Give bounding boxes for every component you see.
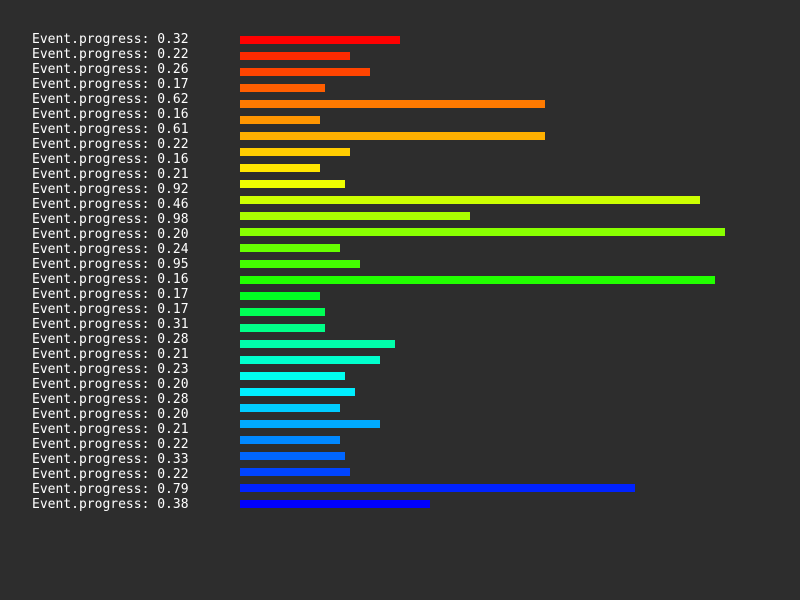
bar [240, 404, 340, 412]
bar [240, 132, 545, 140]
bar [240, 164, 320, 172]
bar [240, 196, 700, 204]
bar-label: Event.progress: 0.98 [32, 212, 189, 227]
bar [240, 436, 340, 444]
bar-label: Event.progress: 0.20 [32, 407, 189, 422]
bar-label: Event.progress: 0.26 [32, 62, 189, 77]
bar [240, 68, 370, 76]
bar [240, 276, 715, 284]
label-column: Event.progress: 0.32 Event.progress: 0.22… [32, 32, 232, 512]
bar-label: Event.progress: 0.92 [32, 182, 189, 197]
bar [240, 356, 380, 364]
bar-label: Event.progress: 0.38 [32, 497, 189, 512]
bar [240, 468, 350, 476]
bar-label: Event.progress: 0.20 [32, 227, 189, 242]
bar-label: Event.progress: 0.22 [32, 137, 189, 152]
bar-label: Event.progress: 0.16 [32, 107, 189, 122]
bar [240, 484, 635, 492]
bar-label: Event.progress: 0.79 [32, 482, 189, 497]
bar-label: Event.progress: 0.20 [32, 377, 189, 392]
bar-label: Event.progress: 0.32 [32, 32, 189, 47]
bar-label: Event.progress: 0.17 [32, 287, 189, 302]
bar-label: Event.progress: 0.22 [32, 467, 189, 482]
bar-label: Event.progress: 0.61 [32, 122, 189, 137]
bar-label: Event.progress: 0.95 [32, 257, 189, 272]
bar [240, 180, 345, 188]
bar [240, 100, 545, 108]
bar-label: Event.progress: 0.16 [32, 272, 189, 287]
bar [240, 36, 400, 44]
bar-label: Event.progress: 0.21 [32, 347, 189, 362]
bar [240, 308, 325, 316]
bar-label: Event.progress: 0.21 [32, 422, 189, 437]
bar-label: Event.progress: 0.22 [32, 47, 189, 62]
bar-label: Event.progress: 0.24 [32, 242, 189, 257]
bar [240, 292, 320, 300]
bar-label: Event.progress: 0.31 [32, 317, 189, 332]
bar [240, 340, 395, 348]
bar [240, 420, 380, 428]
bar-label: Event.progress: 0.33 [32, 452, 189, 467]
bar [240, 244, 340, 252]
bar-label: Event.progress: 0.21 [32, 167, 189, 182]
bar-label: Event.progress: 0.23 [32, 362, 189, 377]
bar-label: Event.progress: 0.16 [32, 152, 189, 167]
bar [240, 228, 725, 236]
bar-label: Event.progress: 0.17 [32, 302, 189, 317]
bar-label: Event.progress: 0.46 [32, 197, 189, 212]
bar [240, 212, 470, 220]
bar [240, 388, 355, 396]
bar [240, 324, 325, 332]
bar-label: Event.progress: 0.62 [32, 92, 189, 107]
bar [240, 116, 320, 124]
bar-label: Event.progress: 0.28 [32, 332, 189, 347]
bar [240, 372, 345, 380]
bar-label: Event.progress: 0.22 [32, 437, 189, 452]
bar-label: Event.progress: 0.28 [32, 392, 189, 407]
bar [240, 452, 345, 460]
bar [240, 84, 325, 92]
bar [240, 500, 430, 508]
bar [240, 52, 350, 60]
bar [240, 148, 350, 156]
bar [240, 260, 360, 268]
bar-label: Event.progress: 0.17 [32, 77, 189, 92]
